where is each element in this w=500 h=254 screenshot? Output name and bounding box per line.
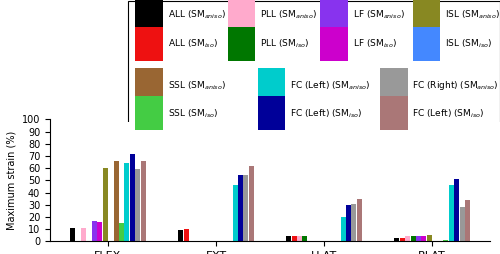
FancyBboxPatch shape bbox=[228, 0, 255, 32]
Bar bbox=[119, 223, 124, 241]
Bar bbox=[124, 163, 130, 241]
FancyBboxPatch shape bbox=[135, 27, 162, 61]
Bar bbox=[249, 166, 254, 241]
FancyBboxPatch shape bbox=[258, 96, 285, 131]
FancyBboxPatch shape bbox=[128, 1, 500, 123]
Text: FC (Right) (SM$_{aniso}$): FC (Right) (SM$_{aniso}$) bbox=[412, 79, 499, 92]
Text: FC (Left) (SM$_{aniso}$): FC (Left) (SM$_{aniso}$) bbox=[290, 79, 370, 92]
Bar bbox=[400, 238, 404, 241]
Bar bbox=[244, 176, 248, 241]
FancyBboxPatch shape bbox=[320, 27, 347, 61]
FancyBboxPatch shape bbox=[320, 0, 347, 32]
Bar bbox=[292, 236, 296, 241]
Bar bbox=[297, 236, 302, 241]
Bar bbox=[405, 236, 410, 241]
Bar bbox=[136, 169, 140, 241]
Bar bbox=[92, 220, 97, 241]
Bar bbox=[141, 161, 146, 241]
Text: ALL (SM$_{aniso}$): ALL (SM$_{aniso}$) bbox=[168, 8, 226, 21]
Bar bbox=[340, 217, 345, 241]
FancyBboxPatch shape bbox=[135, 0, 162, 32]
Bar bbox=[114, 161, 118, 241]
Text: FC (Left) (SM$_{iso}$): FC (Left) (SM$_{iso}$) bbox=[412, 107, 486, 120]
Text: SSL (SM$_{aniso}$): SSL (SM$_{aniso}$) bbox=[168, 79, 226, 92]
Bar bbox=[443, 240, 448, 241]
Bar bbox=[81, 228, 86, 241]
Text: PLL (SM$_{aniso}$): PLL (SM$_{aniso}$) bbox=[260, 8, 317, 21]
Text: LF (SM$_{aniso}$): LF (SM$_{aniso}$) bbox=[352, 8, 405, 21]
Text: ALL (SM$_{iso}$): ALL (SM$_{iso}$) bbox=[168, 38, 218, 50]
FancyBboxPatch shape bbox=[412, 0, 440, 32]
FancyBboxPatch shape bbox=[258, 68, 285, 102]
Bar bbox=[102, 168, 108, 241]
FancyBboxPatch shape bbox=[135, 96, 162, 131]
Bar bbox=[178, 230, 183, 241]
Bar bbox=[346, 205, 351, 241]
Y-axis label: Maximum strain (%): Maximum strain (%) bbox=[6, 131, 16, 230]
Bar bbox=[448, 185, 454, 241]
Text: ISL (SM$_{aniso}$): ISL (SM$_{aniso}$) bbox=[445, 8, 500, 21]
Bar bbox=[130, 153, 135, 241]
Bar bbox=[422, 236, 426, 241]
Bar bbox=[410, 236, 416, 241]
FancyBboxPatch shape bbox=[228, 27, 255, 61]
Bar bbox=[302, 236, 308, 241]
Text: SSL (SM$_{iso}$): SSL (SM$_{iso}$) bbox=[168, 107, 218, 120]
FancyBboxPatch shape bbox=[135, 68, 162, 102]
Bar bbox=[394, 238, 399, 241]
Bar bbox=[357, 199, 362, 241]
Bar bbox=[97, 222, 102, 241]
Bar bbox=[465, 200, 470, 241]
Bar bbox=[238, 176, 243, 241]
Bar bbox=[427, 235, 432, 241]
Text: LF (SM$_{iso}$): LF (SM$_{iso}$) bbox=[352, 38, 397, 50]
Bar bbox=[416, 236, 421, 241]
Bar bbox=[286, 236, 291, 241]
Text: PLL (SM$_{iso}$): PLL (SM$_{iso}$) bbox=[260, 38, 310, 50]
Bar bbox=[454, 179, 459, 241]
Bar bbox=[352, 203, 356, 241]
Bar bbox=[184, 229, 188, 241]
FancyBboxPatch shape bbox=[380, 68, 407, 102]
FancyBboxPatch shape bbox=[412, 27, 440, 61]
FancyBboxPatch shape bbox=[380, 96, 407, 131]
Bar bbox=[70, 228, 75, 241]
Text: FC (Left) (SM$_{iso}$): FC (Left) (SM$_{iso}$) bbox=[290, 107, 362, 120]
Text: ISL (SM$_{iso}$): ISL (SM$_{iso}$) bbox=[445, 38, 492, 50]
Bar bbox=[460, 207, 464, 241]
Bar bbox=[232, 185, 237, 241]
